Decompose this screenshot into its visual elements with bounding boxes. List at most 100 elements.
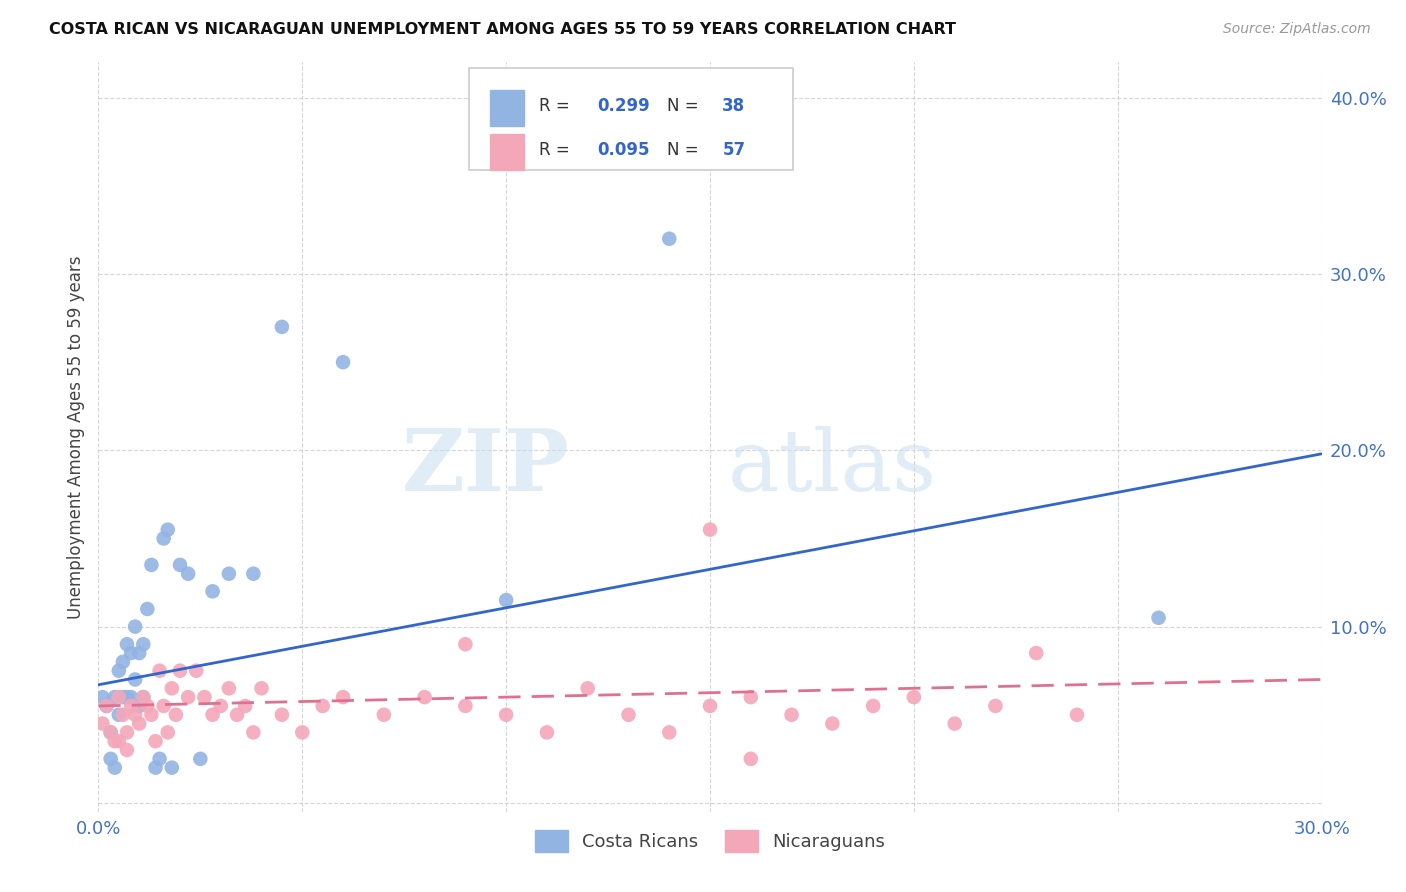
Text: R =: R = — [538, 97, 575, 115]
Point — [495, 707, 517, 722]
Point — [536, 725, 558, 739]
Point — [291, 725, 314, 739]
Point — [115, 725, 138, 739]
Point — [233, 698, 256, 713]
Point — [862, 698, 884, 713]
Point — [373, 707, 395, 722]
Point — [141, 558, 163, 572]
Point — [201, 584, 224, 599]
Point — [218, 566, 240, 581]
Point — [821, 716, 844, 731]
Text: 57: 57 — [723, 141, 745, 160]
Point — [108, 664, 131, 678]
Point — [699, 523, 721, 537]
Point — [152, 532, 174, 546]
Point — [91, 716, 114, 731]
Point — [576, 681, 599, 696]
Point — [740, 690, 762, 705]
Point — [617, 707, 640, 722]
Text: ZIP: ZIP — [402, 425, 569, 509]
Point — [132, 690, 155, 705]
Point — [115, 637, 138, 651]
Point — [740, 752, 762, 766]
Point — [984, 698, 1007, 713]
Point — [115, 690, 138, 705]
Point — [270, 707, 294, 722]
Point — [165, 707, 187, 722]
Point — [242, 566, 264, 581]
Bar — [489, 134, 524, 169]
Point — [149, 752, 172, 766]
Point — [226, 707, 249, 722]
Text: 0.299: 0.299 — [598, 97, 650, 115]
Point — [332, 355, 354, 369]
Point — [193, 690, 215, 705]
Bar — [489, 90, 524, 126]
Point — [658, 725, 681, 739]
Point — [169, 664, 191, 678]
Point — [104, 734, 127, 748]
Point — [136, 602, 159, 616]
Point — [100, 725, 122, 739]
FancyBboxPatch shape — [470, 69, 793, 169]
Point — [108, 707, 131, 722]
Point — [658, 232, 681, 246]
Point — [160, 681, 183, 696]
Point — [312, 698, 335, 713]
Point — [250, 681, 273, 696]
Point — [115, 743, 138, 757]
Point — [156, 523, 179, 537]
Point — [201, 707, 224, 722]
Point — [91, 690, 114, 705]
Y-axis label: Unemployment Among Ages 55 to 59 years: Unemployment Among Ages 55 to 59 years — [66, 255, 84, 619]
Point — [104, 690, 127, 705]
Point — [169, 558, 191, 572]
Point — [1147, 611, 1170, 625]
Legend: Costa Ricans, Nicaraguans: Costa Ricans, Nicaraguans — [527, 822, 893, 859]
Point — [699, 698, 721, 713]
Point — [124, 707, 146, 722]
Point — [454, 637, 477, 651]
Point — [120, 690, 142, 705]
Point — [1025, 646, 1047, 660]
Point — [104, 761, 127, 775]
Point — [152, 698, 174, 713]
Point — [145, 734, 167, 748]
Point — [903, 690, 925, 705]
Point — [111, 707, 134, 722]
Point — [96, 698, 118, 713]
Point — [218, 681, 240, 696]
Point — [160, 761, 183, 775]
Point — [149, 664, 172, 678]
Point — [141, 707, 163, 722]
Point — [270, 319, 294, 334]
Point — [100, 752, 122, 766]
Point — [120, 698, 142, 713]
Point — [100, 725, 122, 739]
Point — [120, 646, 142, 660]
Point — [177, 566, 200, 581]
Point — [156, 725, 179, 739]
Point — [209, 698, 232, 713]
Point — [1066, 707, 1088, 722]
Point — [454, 698, 477, 713]
Point — [242, 725, 264, 739]
Point — [132, 637, 155, 651]
Text: 38: 38 — [723, 97, 745, 115]
Point — [943, 716, 966, 731]
Point — [96, 698, 118, 713]
Text: 0.095: 0.095 — [598, 141, 650, 160]
Point — [111, 690, 134, 705]
Point — [124, 619, 146, 633]
Point — [136, 698, 159, 713]
Point — [128, 646, 150, 660]
Point — [495, 593, 517, 607]
Point — [332, 690, 354, 705]
Point — [108, 734, 131, 748]
Text: atlas: atlas — [728, 425, 936, 508]
Point — [186, 664, 208, 678]
Point — [132, 690, 155, 705]
Point — [124, 673, 146, 687]
Point — [128, 698, 150, 713]
Text: R =: R = — [538, 141, 575, 160]
